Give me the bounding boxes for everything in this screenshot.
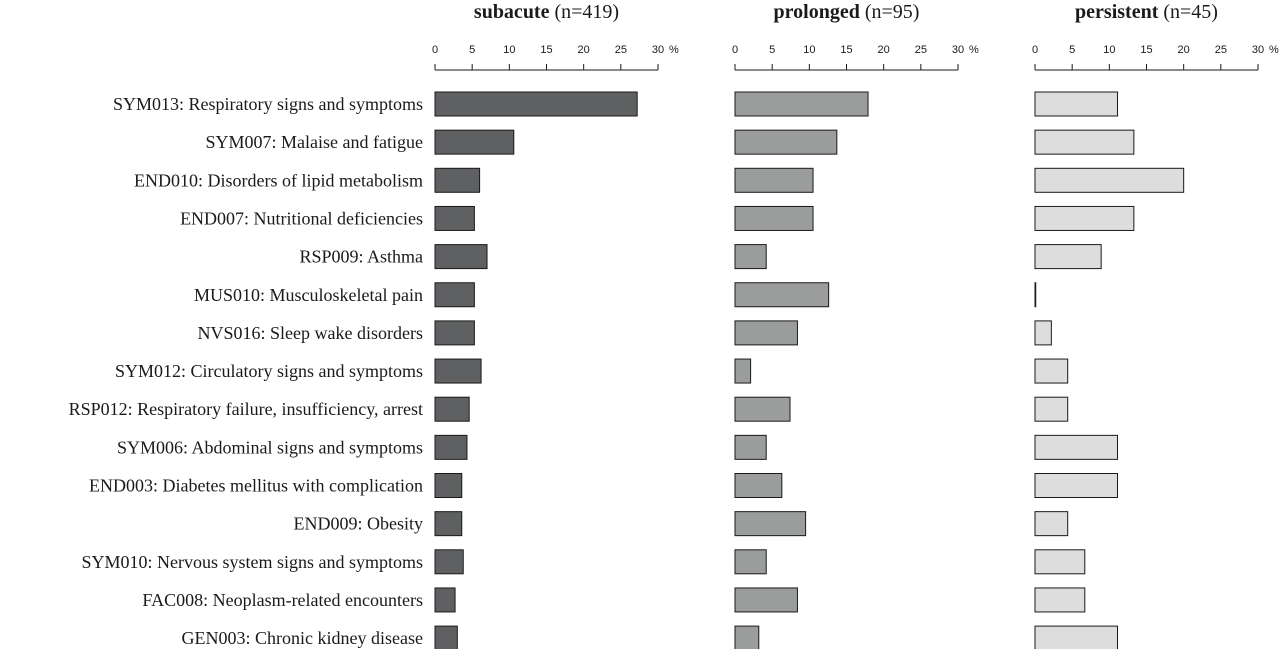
x-tick-label: 10 — [1103, 44, 1115, 56]
bar — [1034, 167, 1185, 193]
x-tick-label: 25 — [615, 44, 627, 56]
category-label: SYM010: Nervous system signs and symptom… — [81, 552, 423, 572]
panel-title: subacute (n=419) — [474, 1, 619, 23]
category-label: SYM006: Abdominal signs and symptoms — [117, 437, 423, 457]
bar — [1034, 129, 1135, 155]
bar — [734, 320, 798, 346]
bar — [434, 282, 475, 308]
bar — [434, 244, 488, 270]
x-tick-label: 20 — [878, 44, 890, 56]
x-axis-unit: % — [1269, 44, 1279, 56]
category-label: END010: Disorders of lipid metabolism — [134, 170, 423, 190]
bar — [734, 587, 798, 613]
bar — [1034, 320, 1052, 346]
bar — [434, 320, 475, 346]
x-tick-label: 30 — [1252, 44, 1264, 56]
category-label: SYM012: Circulatory signs and symptoms — [115, 361, 423, 381]
x-tick-label: 0 — [1032, 44, 1038, 56]
series-name: persistent — [1075, 1, 1159, 23]
bar — [1034, 473, 1119, 498]
x-tick-label: 15 — [1140, 44, 1152, 56]
panel-title: persistent (n=45) — [1075, 1, 1218, 23]
x-tick-label: 30 — [952, 44, 964, 56]
x-tick-label: 20 — [578, 44, 590, 56]
category-label: NVS016: Sleep wake disorders — [198, 323, 423, 343]
category-label: SYM007: Malaise and fatigue — [206, 132, 423, 152]
x-axis-unit: % — [969, 44, 979, 56]
x-tick-label: 5 — [769, 44, 775, 56]
bar — [1034, 625, 1119, 649]
bar — [434, 625, 458, 649]
category-label: RSP012: Respiratory failure, insufficien… — [69, 399, 423, 419]
x-tick-label: 10 — [803, 44, 815, 56]
bar — [1034, 91, 1119, 117]
bar — [434, 434, 468, 460]
bar — [1034, 434, 1119, 460]
x-tick-label: 15 — [540, 44, 552, 56]
category-label: GEN003: Chronic kidney disease — [182, 628, 423, 648]
x-tick-label: 25 — [915, 44, 927, 56]
bar — [1034, 587, 1086, 613]
bar — [434, 129, 515, 155]
x-tick-label: 25 — [1215, 44, 1227, 56]
bar — [1034, 511, 1069, 537]
series-name: prolonged — [774, 1, 860, 23]
category-label: SYM013: Respiratory signs and symptoms — [113, 94, 423, 114]
bar — [434, 205, 475, 231]
series-count: (n=95) — [860, 1, 920, 23]
bar — [1034, 282, 1037, 308]
bar — [1034, 358, 1069, 384]
category-label: END007: Nutritional deficiencies — [180, 208, 423, 228]
bar — [434, 549, 464, 575]
bar — [734, 549, 767, 575]
bar — [1034, 205, 1135, 231]
bar — [434, 511, 463, 537]
bar — [1034, 244, 1102, 270]
bar — [734, 396, 791, 422]
bar — [734, 511, 807, 537]
bar — [734, 167, 814, 193]
bar — [434, 358, 482, 384]
bar — [434, 396, 470, 422]
bar — [734, 129, 838, 155]
category-label: MUS010: Musculoskeletal pain — [194, 285, 423, 305]
bar — [434, 473, 463, 498]
bar — [734, 244, 767, 270]
bar — [734, 205, 814, 231]
x-tick-label: 30 — [652, 44, 664, 56]
x-tick-label: 10 — [503, 44, 515, 56]
series-count: (n=45) — [1158, 1, 1218, 23]
bar — [434, 167, 481, 193]
bar — [1034, 549, 1086, 575]
bar — [1034, 396, 1069, 422]
bar — [734, 91, 869, 117]
category-label: END009: Obesity — [294, 514, 424, 534]
series-name: subacute — [474, 1, 550, 23]
bar — [734, 282, 830, 308]
bar — [734, 625, 760, 649]
x-tick-label: 15 — [840, 44, 852, 56]
series-count: (n=419) — [549, 1, 619, 23]
x-axis-unit: % — [669, 44, 679, 56]
x-tick-label: 5 — [469, 44, 475, 56]
panel-title: prolonged (n=95) — [774, 1, 920, 23]
bar — [434, 587, 456, 613]
bar — [734, 358, 752, 384]
x-tick-label: 20 — [1178, 44, 1190, 56]
x-tick-label: 0 — [432, 44, 438, 56]
bar — [734, 434, 767, 460]
category-label: RSP009: Asthma — [299, 247, 423, 267]
category-label: END003: Diabetes mellitus with complicat… — [89, 476, 423, 496]
x-tick-label: 5 — [1069, 44, 1075, 56]
x-tick-label: 0 — [732, 44, 738, 56]
bar — [434, 91, 638, 117]
bar — [734, 473, 783, 498]
category-label: FAC008: Neoplasm-related encounters — [142, 590, 423, 610]
